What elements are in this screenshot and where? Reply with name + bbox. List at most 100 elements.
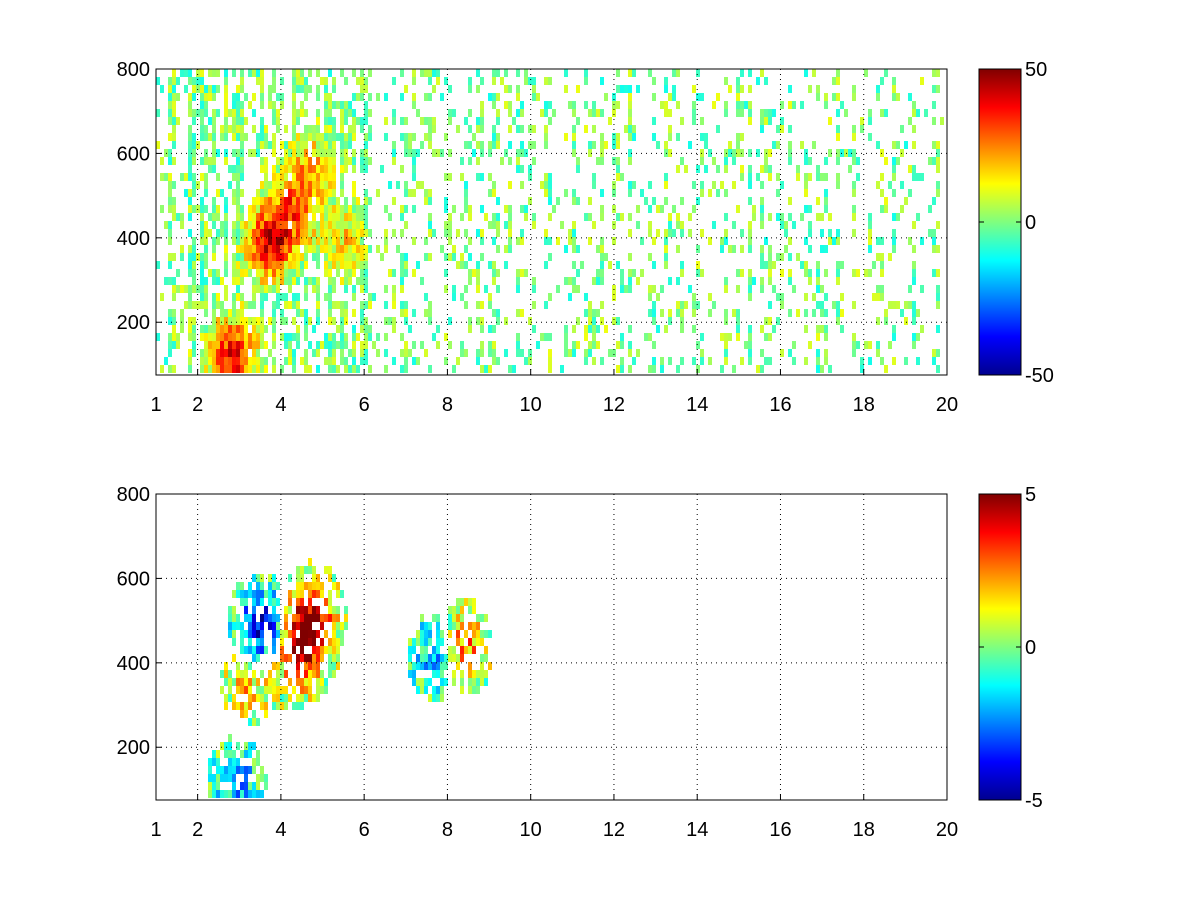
heatmap-cell: [204, 85, 208, 93]
heatmap-cell: [240, 790, 244, 798]
heatmap-cell: [300, 598, 304, 606]
heatmap-cell: [252, 678, 256, 686]
heatmap-cell: [388, 269, 392, 277]
heatmap-cell: [288, 654, 292, 662]
heatmap-cell: [456, 622, 460, 630]
heatmap-cell: [708, 189, 712, 197]
heatmap-cell: [464, 646, 468, 654]
heatmap-cell: [364, 213, 368, 221]
heatmap-cell: [300, 638, 304, 646]
heatmap-cell: [300, 357, 304, 365]
heatmap-cell: [336, 622, 340, 630]
heatmap-cell: [256, 237, 260, 245]
heatmap-cell: [172, 101, 176, 109]
heatmap-cell: [364, 197, 368, 205]
heatmap-cell: [884, 109, 888, 117]
heatmap-cell: [172, 117, 176, 125]
heatmap-cell: [280, 181, 284, 189]
heatmap-cell: [452, 293, 456, 301]
heatmap-cell: [492, 309, 496, 317]
heatmap-cell: [168, 117, 172, 125]
heatmap-cell: [240, 333, 244, 341]
heatmap-cell: [192, 85, 196, 93]
heatmap-cell: [768, 109, 772, 117]
heatmap-cell: [552, 205, 556, 213]
heatmap-cell: [824, 93, 828, 101]
heatmap-cell: [292, 213, 296, 221]
heatmap-cell: [636, 221, 640, 229]
heatmap-cell: [364, 317, 368, 325]
heatmap-cell: [652, 237, 656, 245]
heatmap-cell: [836, 69, 840, 77]
heatmap-cell: [260, 85, 264, 93]
heatmap-cell: [876, 85, 880, 93]
heatmap-cell: [192, 173, 196, 181]
heatmap-cell: [272, 181, 276, 189]
heatmap-cell: [812, 293, 816, 301]
heatmap-cell: [700, 133, 704, 141]
heatmap-cell: [668, 109, 672, 117]
heatmap-cell: [232, 189, 236, 197]
heatmap-cell: [228, 614, 232, 622]
heatmap-cell: [660, 357, 664, 365]
heatmap-cell: [648, 229, 652, 237]
heatmap-cell: [324, 261, 328, 269]
heatmap-cell: [868, 117, 872, 125]
heatmap-cell: [172, 333, 176, 341]
heatmap-cell: [264, 205, 268, 213]
heatmap-cell: [340, 301, 344, 309]
heatmap-cell: [904, 357, 908, 365]
heatmap-cell: [308, 341, 312, 349]
heatmap-cell: [168, 93, 172, 101]
heatmap-cell: [652, 197, 656, 205]
heatmap-cell: [912, 333, 916, 341]
heatmap-cell: [528, 165, 532, 173]
heatmap-cell: [724, 213, 728, 221]
heatmap-cell: [428, 301, 432, 309]
heatmap-cell: [400, 229, 404, 237]
heatmap-cell: [724, 285, 728, 293]
heatmap-cell: [564, 189, 568, 197]
heatmap-cell: [300, 109, 304, 117]
heatmap-cell: [260, 646, 264, 654]
heatmap-cell: [408, 149, 412, 157]
heatmap-cell: [600, 261, 604, 269]
heatmap-cell: [416, 654, 420, 662]
heatmap-cell: [272, 229, 276, 237]
heatmap-cell: [480, 678, 484, 686]
heatmap-cell: [788, 149, 792, 157]
heatmap-cell: [444, 357, 448, 365]
heatmap-cell: [348, 245, 352, 253]
heatmap-cell: [456, 125, 460, 133]
heatmap-cell: [488, 173, 492, 181]
heatmap-cell: [404, 349, 408, 357]
heatmap-cell: [296, 253, 300, 261]
heatmap-cell: [280, 654, 284, 662]
heatmap-cell: [412, 646, 416, 654]
heatmap-cell: [256, 205, 260, 213]
heatmap-cell: [328, 213, 332, 221]
heatmap-cell: [748, 197, 752, 205]
heatmap-cell: [256, 782, 260, 790]
heatmap-cell: [240, 630, 244, 638]
heatmap-cell: [432, 117, 436, 125]
heatmap-cell: [304, 285, 308, 293]
heatmap-cell: [272, 285, 276, 293]
heatmap-cell: [760, 325, 764, 333]
heatmap-cell: [276, 165, 280, 173]
heatmap-cell: [316, 630, 320, 638]
heatmap-cell: [472, 646, 476, 654]
heatmap-cell: [676, 301, 680, 309]
heatmap-cell: [364, 261, 368, 269]
heatmap-cell: [208, 774, 212, 782]
heatmap-cell: [224, 117, 228, 125]
heatmap-cell: [240, 109, 244, 117]
heatmap-cell: [316, 349, 320, 357]
heatmap-cell: [308, 678, 312, 686]
heatmap-cell: [268, 221, 272, 229]
heatmap-cell: [172, 365, 176, 373]
heatmap-cell: [300, 181, 304, 189]
heatmap-cell: [816, 93, 820, 101]
heatmap-cell: [408, 189, 412, 197]
heatmap-cell: [240, 221, 244, 229]
